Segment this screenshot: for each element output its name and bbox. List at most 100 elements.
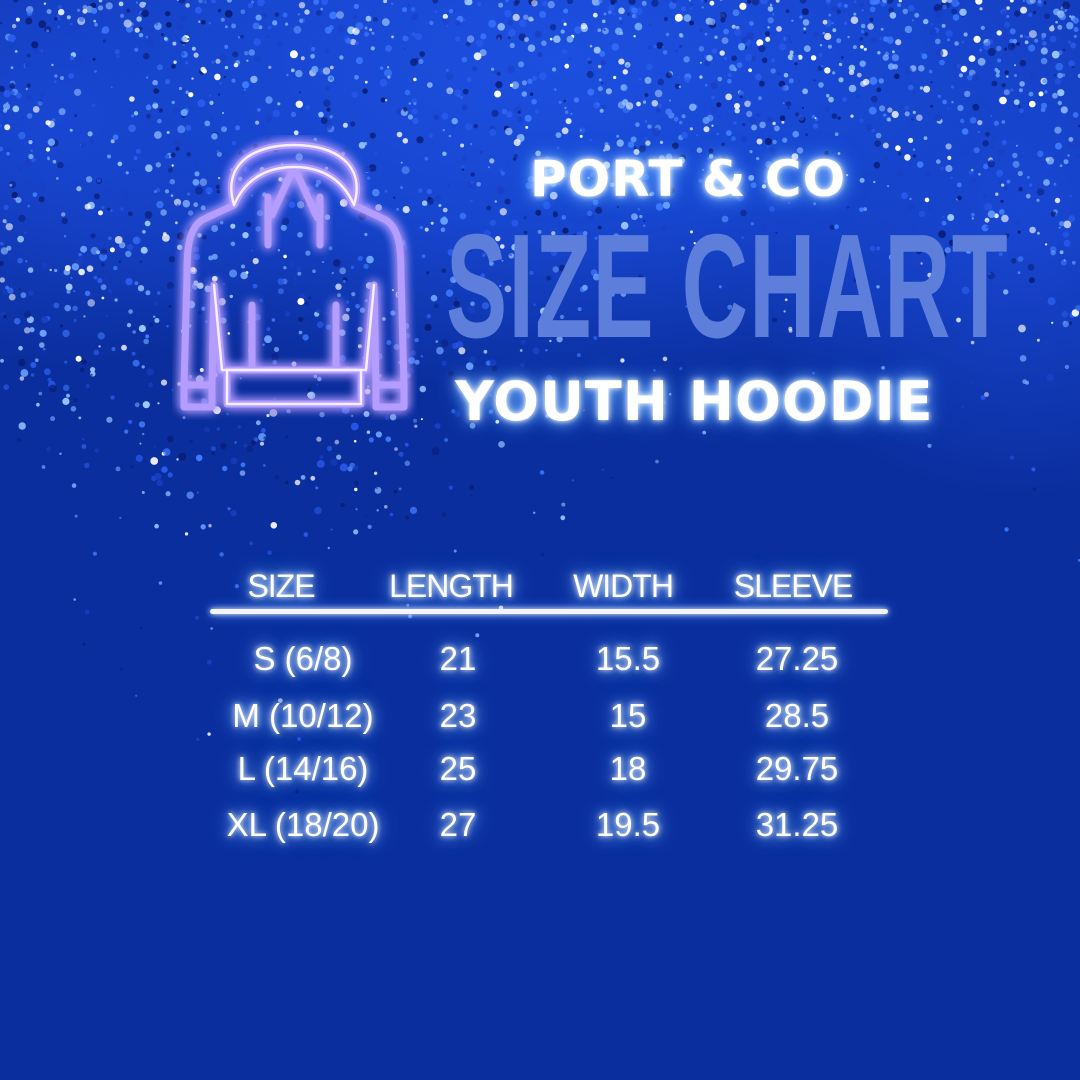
glitter-sparkle [392,289,394,292]
glitter-sparkle [818,52,823,57]
glitter-sparkle [526,416,529,420]
glitter-sparkle [837,165,845,174]
glitter-sparkle [329,65,334,70]
glitter-sparkle [242,232,249,239]
glitter-sparkle [265,115,272,123]
glitter-sparkle [747,0,752,4]
glitter-sparkle [673,116,679,122]
glitter-sparkle [317,321,324,329]
glitter-sparkle [412,117,419,125]
glitter-sparkle [1003,21,1011,28]
glitter-sparkle [729,170,735,176]
glitter-sparkle [369,28,373,32]
glitter-sparkle [756,387,760,391]
glitter-sparkle [62,397,70,405]
glitter-sparkle [300,56,305,61]
glitter-sparkle [1028,183,1033,187]
glitter-sparkle [39,329,47,337]
glitter-sparkle [525,125,529,129]
glitter-sparkle [97,278,103,284]
glitter-sparkle [153,101,157,105]
glitter-sparkle [4,124,11,131]
glitter-sparkle [210,0,217,4]
glitter-sparkle [384,99,388,102]
glitter-sparkle [936,159,941,164]
glitter-sparkle [651,100,659,107]
glitter-sparkle [121,344,127,351]
glitter-sparkle [12,105,20,113]
glitter-sparkle [326,107,331,112]
glitter-sparkle [521,80,528,86]
glitter-sparkle [315,183,319,188]
glitter-sparkle [935,38,941,45]
glitter-sparkle [402,138,409,144]
glitter-sparkle [77,65,80,68]
glitter-sparkle [813,79,816,82]
glitter-sparkle [117,161,123,167]
glitter-sparkle [524,114,532,122]
glitter-sparkle [593,46,601,54]
glitter-sparkle [73,598,76,601]
glitter-sparkle [513,106,522,115]
glitter-sparkle [971,73,980,82]
glitter-sparkle [1017,271,1021,275]
glitter-sparkle [1028,277,1035,284]
glitter-sparkle [997,149,1006,157]
glitter-sparkle [950,176,953,179]
glitter-sparkle [209,100,214,105]
glitter-sparkle [541,0,548,7]
glitter-sparkle [967,74,973,81]
glitter-sparkle [930,81,933,84]
glitter-sparkle [842,97,847,102]
glitter-sparkle [746,32,754,40]
glitter-sparkle [3,108,8,113]
glitter-sparkle [453,300,460,307]
glitter-sparkle [387,75,391,79]
glitter-sparkle [703,126,710,133]
glitter-sparkle [441,268,446,273]
glitter-sparkle [662,201,671,209]
glitter-sparkle [368,164,377,172]
glitter-sparkle [264,135,271,142]
glitter-sparkle [1044,243,1048,246]
glitter-sparkle [684,76,691,83]
glitter-sparkle [42,347,46,351]
glitter-sparkle [879,105,886,112]
glitter-sparkle [242,81,250,89]
column-header-sleeve: SLEEVE [733,568,854,604]
glitter-sparkle [985,131,990,137]
glitter-sparkle [128,419,133,424]
glitter-sparkle [1057,72,1063,79]
glitter-sparkle [1001,120,1006,124]
glitter-sparkle [610,182,615,188]
glitter-sparkle [495,81,503,89]
glitter-sparkle [709,107,717,115]
glitter-sparkle [670,167,673,170]
glitter-sparkle [447,184,450,187]
glitter-sparkle [940,251,947,257]
glitter-sparkle [56,25,61,29]
glitter-sparkle [791,19,794,22]
glitter-sparkle [620,358,625,363]
glitter-sparkle [197,282,204,289]
glitter-sparkle [277,102,281,106]
glitter-sparkle [420,418,423,421]
glitter-sparkle [5,222,8,224]
glitter-sparkle [764,31,770,37]
glitter-sparkle [1055,20,1058,24]
glitter-sparkle [0,242,2,245]
glitter-sparkle [540,307,548,316]
glitter-sparkle [1048,59,1053,64]
glitter-sparkle [193,246,200,253]
glitter-sparkle [885,406,888,409]
glitter-sparkle [768,169,773,174]
glitter-sparkle [53,302,60,309]
glitter-sparkle [61,212,66,217]
glitter-sparkle [64,360,68,364]
glitter-sparkle [315,10,322,16]
glitter-sparkle [518,61,525,68]
glitter-sparkle [152,79,158,86]
glitter-sparkle [59,14,65,20]
glitter-sparkle [610,292,615,297]
glitter-sparkle [641,0,647,6]
